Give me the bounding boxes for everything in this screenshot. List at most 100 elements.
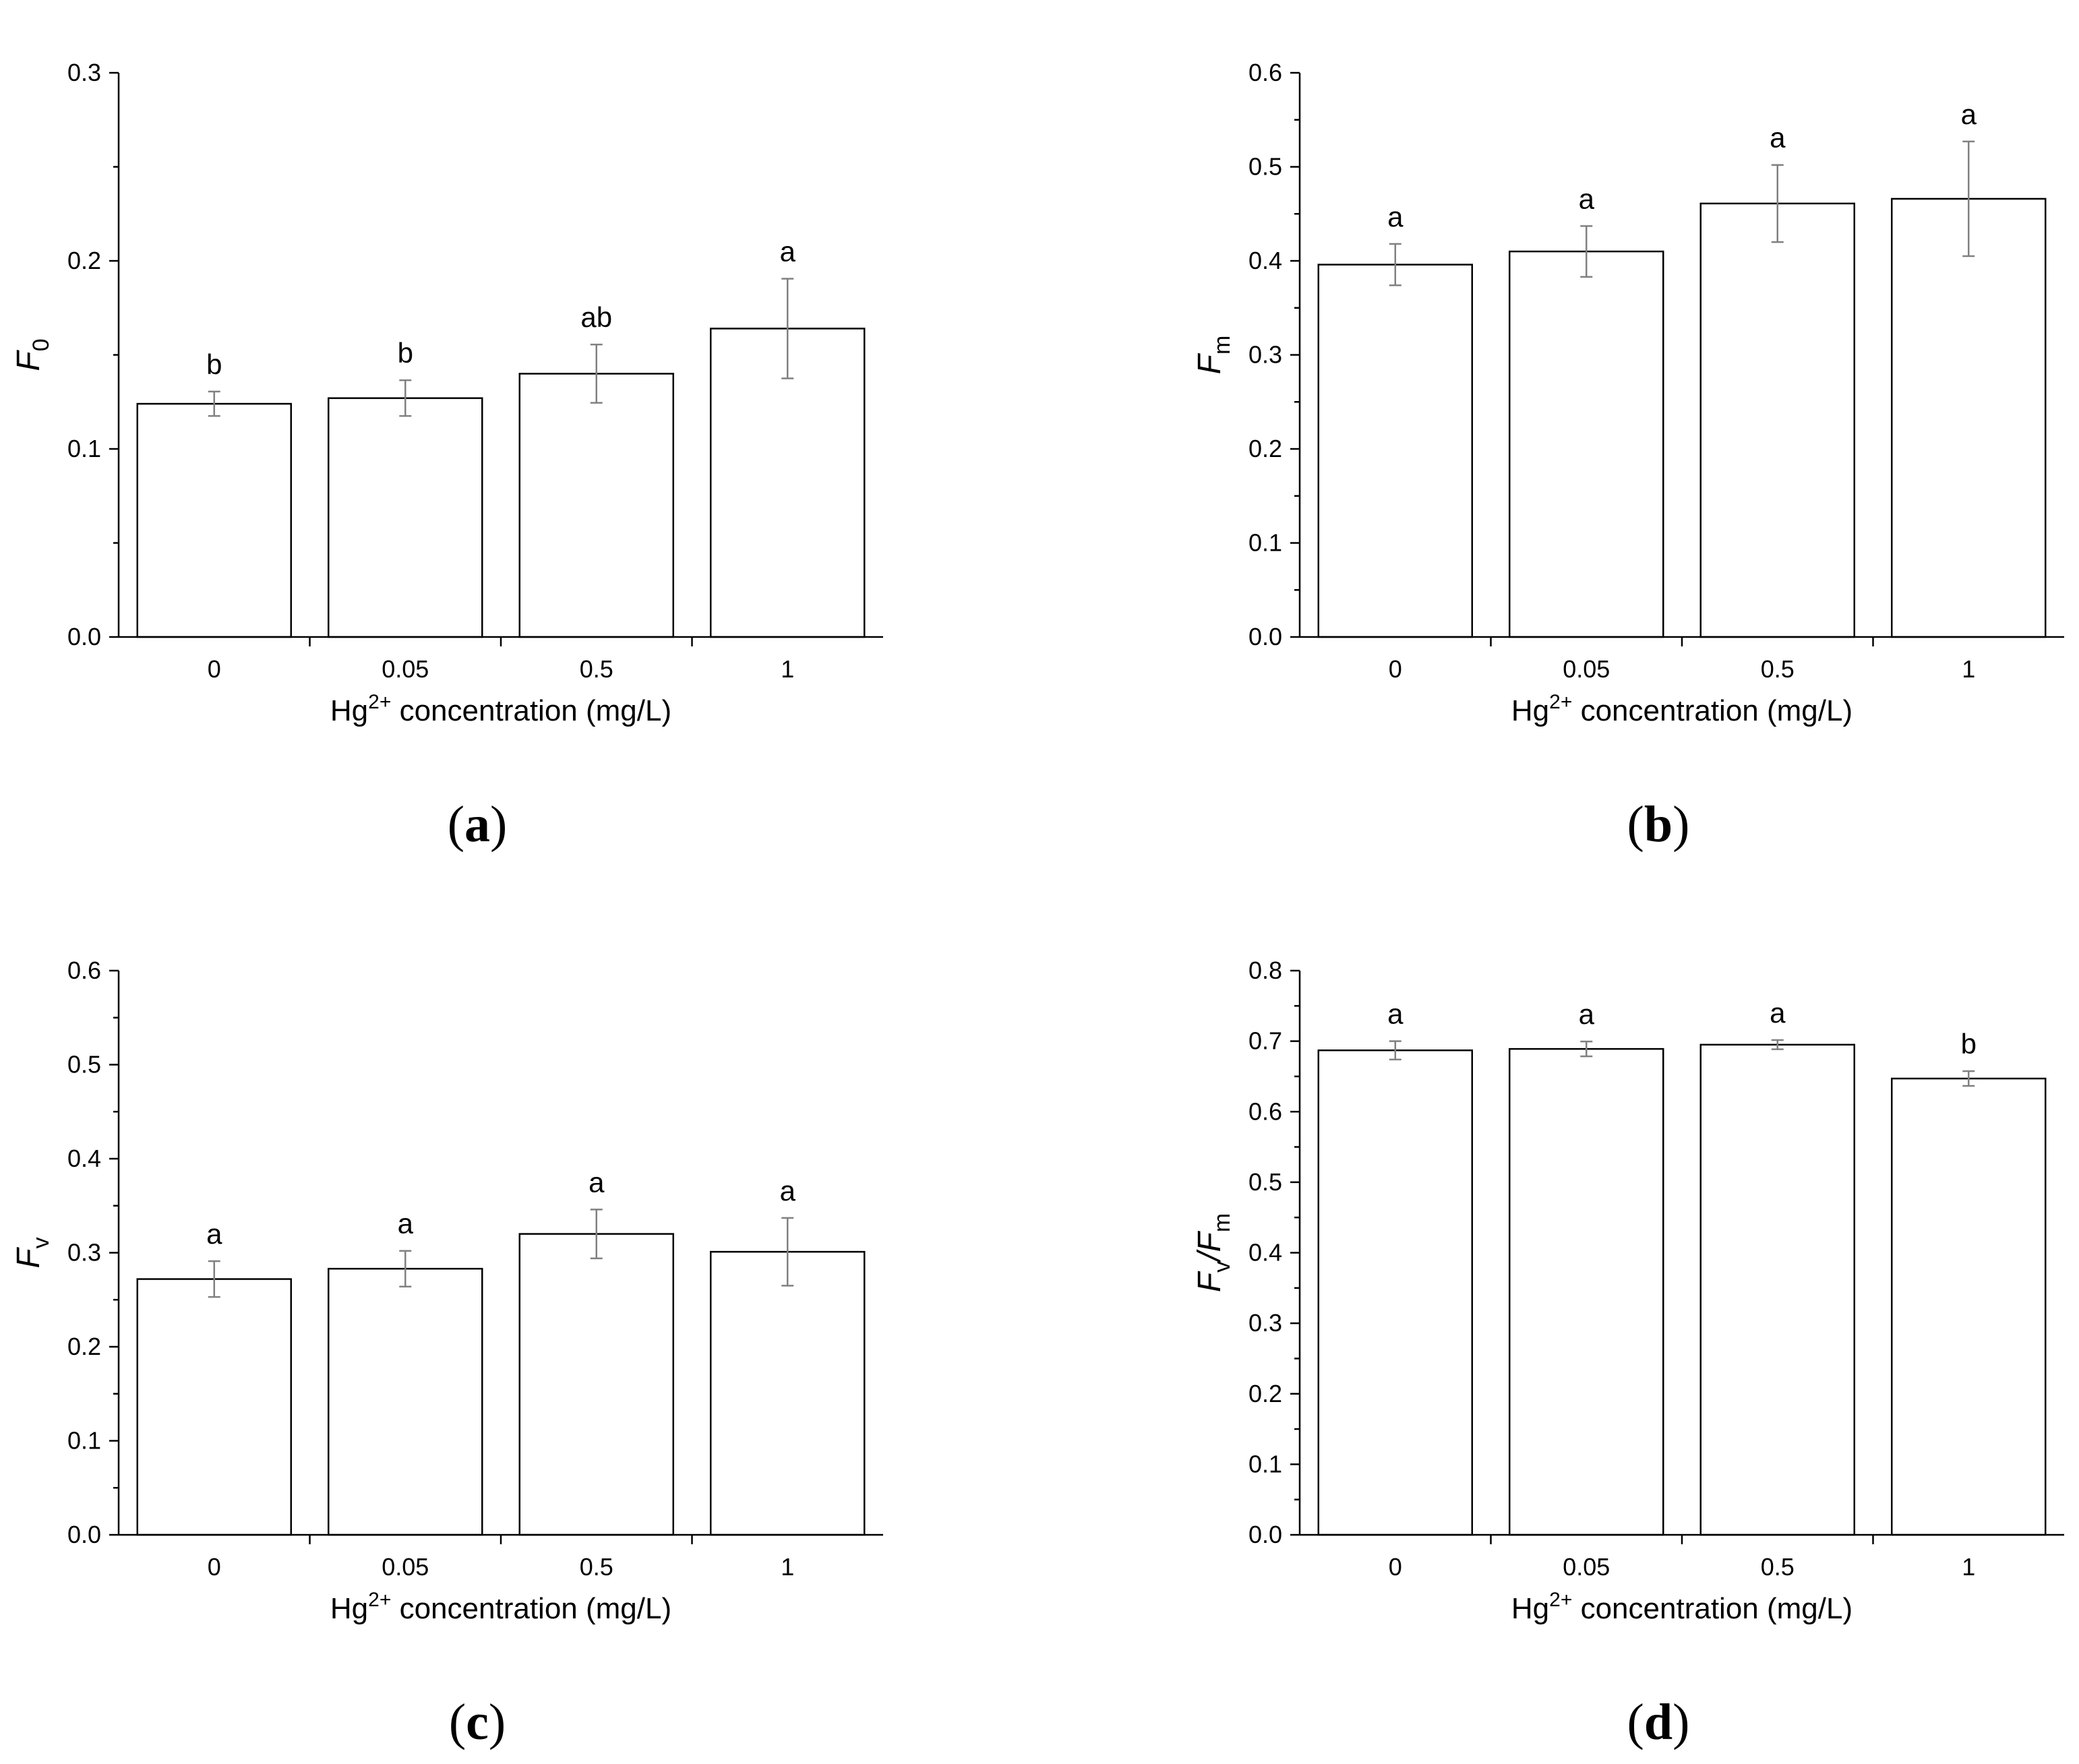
- x-axis-title: Hg2+ concentration (mg/L): [330, 1589, 671, 1625]
- y-tick-label: 0.3: [67, 59, 101, 86]
- y-axis-title: Fm: [1192, 336, 1235, 375]
- y-axis-title-subscript: m: [1209, 336, 1235, 355]
- chart-panel-a: b b ab a 0.0 0.1 0.2 0.3 0 0.05 0.5 1 Hg2+ concentra…: [11, 59, 883, 853]
- significance-letter: a: [780, 236, 796, 268]
- x-tick-label: 0.5: [1761, 655, 1795, 683]
- x-tick-label: 0.5: [580, 1553, 613, 1581]
- y-tick-label: 0.2: [1248, 435, 1282, 462]
- y-tick-label: 0.1: [1248, 1450, 1282, 1478]
- y-tick-label: 0.6: [1248, 59, 1282, 86]
- y-axis-title-subscript: v: [28, 1237, 54, 1248]
- significance-letter: b: [398, 337, 413, 369]
- x-axis-title-superscript: 2+: [368, 691, 391, 713]
- x-tick-label: 0.5: [580, 655, 613, 683]
- significance-letter: ab: [580, 301, 612, 333]
- y-tick-label: 0.3: [67, 1239, 101, 1267]
- panel-label-close-paren: ): [489, 1694, 506, 1751]
- x-tick-label: 0.05: [382, 1553, 429, 1581]
- x-tick-label: 1: [781, 1553, 794, 1581]
- y-axis-title-main: F: [1192, 353, 1228, 374]
- bar: [1509, 1047, 1664, 1536]
- x-tick-label: 0: [1389, 1553, 1402, 1581]
- error-bar: [1771, 1039, 1784, 1050]
- x-axis-title-superscript: 2+: [1549, 1589, 1572, 1611]
- y-tick-label: 0.4: [1248, 1239, 1282, 1267]
- y-tick-label: 0.0: [67, 623, 101, 650]
- bar: [1699, 202, 1855, 638]
- x-axis-title-rest: concentration (mg/L): [1572, 694, 1852, 727]
- significance-letter: a: [589, 1166, 605, 1198]
- error-bar: [1962, 1070, 1975, 1087]
- y-tick-label: 0.0: [67, 1521, 101, 1548]
- x-tick-label: 1: [1962, 655, 1975, 683]
- chart-panel-b: a a a a 0.0 0.1 0.2 0.3 0.4 0.5 0.6 0 0.05 0.5 1 Hg2+ c…: [1192, 59, 2064, 853]
- panel-label: (a): [448, 796, 508, 853]
- x-tick-label: 0.05: [1563, 1553, 1610, 1581]
- x-tick-label: 0: [208, 1553, 221, 1581]
- y-tick-label: 0.5: [67, 1051, 101, 1078]
- y-tick-label: 0.2: [1248, 1380, 1282, 1407]
- panel-label-open-paren: (: [1627, 796, 1644, 853]
- significance-letter: a: [1387, 201, 1404, 233]
- y-tick-label: 0.6: [1248, 1097, 1282, 1125]
- significance-letter: a: [1579, 183, 1595, 214]
- x-axis-title: Hg2+ concentration (mg/L): [330, 691, 671, 727]
- error-bar: [1580, 225, 1593, 278]
- x-tick-label: 0: [208, 655, 221, 683]
- y-tick-label: 0.0: [1248, 623, 1282, 650]
- y-tick-label: 0.8: [1248, 956, 1282, 984]
- panel-label: (b): [1627, 796, 1690, 853]
- y-tick-label: 0.2: [67, 247, 101, 274]
- x-tick-label: 0: [1389, 655, 1402, 683]
- bar: [1317, 1049, 1473, 1536]
- y-tick-label: 0.1: [67, 435, 101, 462]
- bar: [328, 397, 483, 638]
- panel-label-letter: b: [1644, 796, 1673, 853]
- error-bar: [208, 390, 220, 417]
- error-bar: [590, 343, 603, 404]
- x-tick-label: 0.5: [1761, 1553, 1795, 1581]
- chart-panel-d: a a a b 0.0 0.1 0.2 0.3 0.4 0.5 0.6 0.7 0.8 0 0.05 0.5 1…: [1192, 956, 2064, 1751]
- significance-letter: a: [1770, 997, 1786, 1029]
- panel-label-open-paren: (: [448, 796, 464, 853]
- significance-letter: a: [1579, 998, 1595, 1030]
- bar: [136, 1278, 292, 1536]
- panel-label: (d): [1627, 1694, 1690, 1751]
- x-axis-title-superscript: 2+: [368, 1589, 391, 1611]
- x-axis-title-rest: concentration (mg/L): [1572, 1592, 1852, 1625]
- error-bar: [590, 1209, 603, 1260]
- significance-letter: b: [206, 348, 222, 380]
- bar: [1509, 250, 1664, 638]
- y-axis-title-subscript-2: m: [1209, 1213, 1235, 1232]
- bar: [710, 1250, 866, 1536]
- bar: [710, 328, 866, 638]
- error-bar: [781, 1217, 794, 1287]
- error-bar: [399, 1250, 412, 1287]
- bar: [1891, 1077, 2047, 1536]
- x-axis-title-main: Hg: [1511, 694, 1549, 727]
- y-tick-label: 0.5: [1248, 1168, 1282, 1196]
- y-tick-label: 0.0: [1248, 1521, 1282, 1548]
- y-tick-label: 0.1: [67, 1427, 101, 1455]
- x-tick-label: 0.05: [1563, 655, 1610, 683]
- y-tick-label: 0.4: [67, 1145, 101, 1172]
- panel-label-letter: c: [466, 1694, 489, 1751]
- panel-label-close-paren: ): [490, 796, 507, 853]
- x-axis-title-rest: concentration (mg/L): [391, 694, 671, 727]
- y-axis-title-main: F: [1192, 1271, 1228, 1292]
- panel-label-open-paren: (: [1627, 1694, 1644, 1751]
- bar: [136, 402, 292, 638]
- y-tick-label: 0.5: [1248, 153, 1282, 181]
- y-axis-title-subscript: v: [1209, 1261, 1235, 1273]
- x-axis-title: Hg2+ concentration (mg/L): [1511, 691, 1852, 727]
- bar: [1699, 1043, 1855, 1536]
- bar: [328, 1267, 483, 1536]
- panel-label: (c): [449, 1694, 506, 1751]
- error-bar: [1389, 243, 1402, 286]
- y-tick-label: 0.4: [1248, 247, 1282, 274]
- y-axis-title: Fv: [11, 1237, 54, 1268]
- x-axis-title-main: Hg: [1511, 1592, 1549, 1625]
- error-bar: [399, 379, 412, 417]
- x-axis-title-rest: concentration (mg/L): [391, 1592, 671, 1625]
